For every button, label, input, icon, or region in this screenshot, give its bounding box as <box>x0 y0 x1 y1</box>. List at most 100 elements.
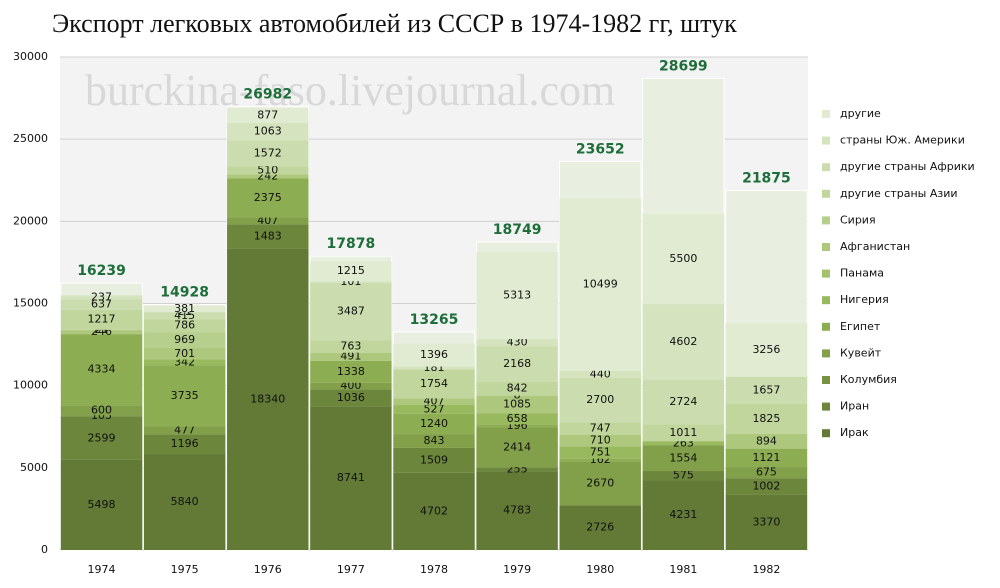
data-label: 510 <box>257 163 278 176</box>
bar-segment <box>476 467 558 472</box>
x-tick-label: 1975 <box>171 563 199 576</box>
x-tick-label: 1982 <box>752 563 780 576</box>
data-label: 1754 <box>420 377 448 390</box>
data-label: 637 <box>91 298 112 311</box>
data-label: 5313 <box>503 288 531 301</box>
total-label: 17878 <box>327 236 376 252</box>
data-label: 675 <box>756 466 777 479</box>
legend-label: Кувейт <box>840 346 882 359</box>
data-label: 3487 <box>337 305 365 318</box>
legend-swatch <box>822 376 830 384</box>
bar-segment <box>559 446 641 459</box>
bar-segment <box>393 343 475 367</box>
bar-segment <box>143 305 226 313</box>
bar-segment <box>476 427 558 468</box>
data-label: 3370 <box>752 515 780 528</box>
data-label: 2670 <box>586 476 614 489</box>
data-label: 1002 <box>752 479 780 492</box>
bar-segment <box>60 415 143 417</box>
bar-segment <box>642 379 725 425</box>
bar-segment <box>642 445 725 472</box>
bar-segment <box>143 426 226 435</box>
data-label: 491 <box>340 350 361 363</box>
total-label: 13265 <box>410 312 459 328</box>
y-tick-label: 30000 <box>13 50 48 63</box>
legend-label: Панама <box>840 267 884 280</box>
legend-swatch <box>822 269 830 278</box>
total-label: 14928 <box>160 285 209 301</box>
bar-segment <box>310 389 392 407</box>
legend-label: Афганистан <box>840 240 910 253</box>
data-label: 4231 <box>669 508 697 521</box>
bar-segment <box>559 370 641 379</box>
data-label: 2375 <box>254 191 282 204</box>
bar-segment <box>476 346 558 382</box>
bar-segment <box>227 140 309 167</box>
bar-segment <box>143 319 226 333</box>
bar-segment <box>476 413 558 425</box>
bar-segment <box>476 424 558 428</box>
total-label: 18749 <box>493 222 542 238</box>
data-label: 1657 <box>752 383 780 396</box>
legend-swatch <box>822 296 830 305</box>
data-label: 658 <box>507 412 528 425</box>
bar-segment <box>642 424 725 442</box>
legend-swatch <box>822 216 830 225</box>
bar-segment <box>143 312 226 320</box>
x-tick-label: 1976 <box>254 563 282 576</box>
legend-label: Египет <box>840 320 881 333</box>
bar-segment <box>476 339 558 347</box>
data-label: 2599 <box>88 431 116 444</box>
data-label: 894 <box>756 434 777 447</box>
data-label: 600 <box>91 403 112 416</box>
data-label: 2414 <box>503 440 531 453</box>
bar-segment <box>393 405 475 414</box>
legend-label: Колумбия <box>840 373 897 386</box>
legend-swatch <box>822 163 830 172</box>
bar-segment <box>642 213 725 305</box>
chart-title: Экспорт легковых автомобилей из СССР в 1… <box>52 9 737 38</box>
data-label: 877 <box>257 109 278 122</box>
bar-segment <box>559 505 641 550</box>
data-label: 1036 <box>337 391 365 404</box>
x-tick-label: 1974 <box>88 563 116 576</box>
bar-segment <box>60 416 143 460</box>
legend-swatch <box>822 136 830 145</box>
data-label: 2726 <box>586 521 614 534</box>
bar-segment <box>725 494 808 550</box>
data-label: 1825 <box>752 412 780 425</box>
bar-segment <box>310 340 392 353</box>
data-label: 747 <box>590 422 611 435</box>
legend-label: страны Юж. Америки <box>840 134 965 147</box>
data-label: 18340 <box>250 392 285 405</box>
legend-label: Сирия <box>840 213 876 226</box>
bar-segment <box>393 447 475 473</box>
bar-segment <box>310 360 392 383</box>
data-label: 3735 <box>171 389 199 402</box>
data-label: 1509 <box>420 453 448 466</box>
legend-swatch <box>822 322 830 331</box>
y-tick-label: 10000 <box>13 379 48 392</box>
data-label: 2168 <box>503 357 531 370</box>
bar-segment <box>725 433 808 449</box>
bar-segment <box>559 461 641 506</box>
bar-segment <box>143 434 226 455</box>
bar-segment <box>310 352 392 361</box>
legend-swatch <box>822 402 830 411</box>
legend-swatch <box>822 243 830 251</box>
y-tick-label: 0 <box>41 543 48 556</box>
bar-segment <box>60 330 143 335</box>
data-label: 477 <box>174 423 195 436</box>
data-label: 1396 <box>420 348 448 361</box>
data-label: 1085 <box>503 398 531 411</box>
data-label: 4602 <box>669 335 697 348</box>
bar-segment <box>60 405 143 416</box>
data-label: 527 <box>424 402 445 415</box>
total-label: 16239 <box>77 263 126 279</box>
y-tick-label: 20000 <box>13 214 48 227</box>
data-label: 4702 <box>420 504 448 517</box>
legend-label: Ирак <box>840 426 869 439</box>
bar-segment <box>60 299 143 310</box>
bar-segment <box>227 174 309 179</box>
